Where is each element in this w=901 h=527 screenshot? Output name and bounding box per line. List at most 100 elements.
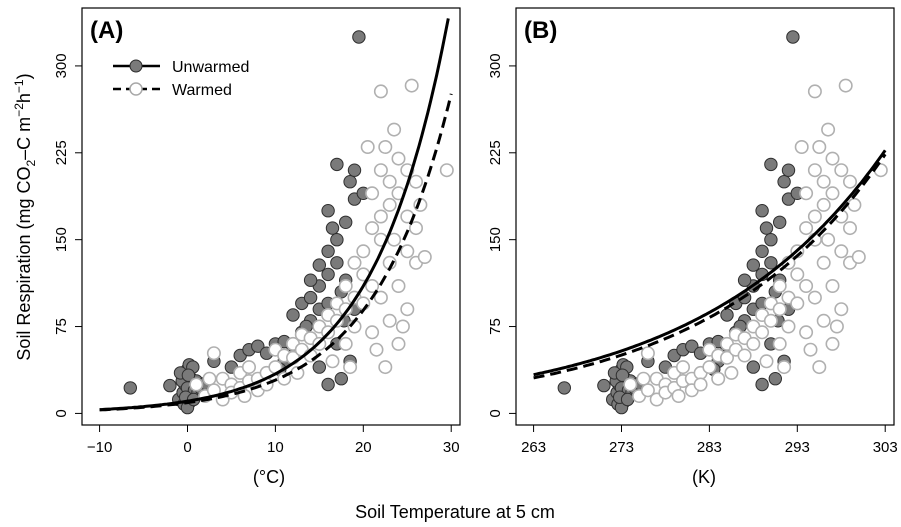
y-tick-label: 300 [53, 53, 70, 78]
data-point-unwarmed [615, 368, 630, 382]
data-point-warmed [391, 151, 406, 166]
data-point-warmed [790, 267, 805, 282]
y-tick-label: 75 [487, 318, 504, 335]
data-point-unwarmed [303, 290, 318, 305]
data-point-warmed [799, 221, 814, 236]
data-point-unwarmed [737, 273, 752, 287]
panel-a-label: (A) [90, 17, 123, 44]
data-point-unwarmed [330, 233, 344, 247]
y-tick-label: 0 [53, 409, 70, 417]
data-point-warmed [382, 313, 397, 328]
data-point-warmed [737, 348, 752, 363]
data-point-warmed [365, 221, 380, 236]
x-tick-label: 283 [697, 439, 722, 456]
data-point-warmed [623, 377, 638, 392]
data-point-unwarmed [764, 157, 778, 172]
data-point-warmed [719, 350, 734, 365]
data-point-warmed [356, 244, 371, 259]
fit-curve-unwarmed [533, 149, 887, 377]
data-point-warmed [636, 371, 651, 386]
data-point-warmed [338, 336, 353, 351]
data-point-warmed [834, 163, 849, 178]
data-point-warmed [772, 336, 787, 351]
panel-a-plot-area [99, 18, 454, 415]
x-tick-label: 273 [609, 439, 634, 456]
data-point-unwarmed [755, 244, 769, 259]
data-point-unwarmed [163, 378, 177, 393]
fit-curve-warmed [99, 93, 453, 412]
data-point-unwarmed [330, 157, 344, 172]
data-point-warmed [812, 360, 827, 375]
data-point-unwarmed [746, 258, 760, 272]
data-point-warmed [373, 163, 388, 178]
data-point-unwarmed [181, 368, 196, 382]
data-point-unwarmed [321, 267, 335, 282]
x-tick-label: 263 [521, 439, 546, 456]
x-tick-label: 10 [267, 439, 284, 456]
data-point-warmed [400, 302, 415, 317]
data-point-unwarmed [321, 244, 335, 259]
x-tick-label: 0 [183, 439, 191, 456]
data-point-unwarmed [347, 163, 362, 177]
data-point-unwarmed [334, 372, 348, 386]
y-tick-label: 150 [53, 227, 70, 252]
data-point-warmed [834, 302, 849, 317]
data-point-unwarmed [685, 339, 699, 353]
panel-b-axes: 263 273 283 293 303 0 75 150 225 300 [487, 53, 898, 456]
data-point-warmed [382, 197, 397, 212]
data-point-warmed [816, 174, 831, 189]
data-point-unwarmed [768, 372, 782, 386]
data-point-unwarmed [755, 377, 769, 392]
data-point-unwarmed [321, 204, 335, 218]
data-point-warmed [821, 122, 836, 137]
data-point-unwarmed [251, 339, 265, 353]
data-point-warmed [369, 342, 384, 357]
data-point-unwarmed [773, 215, 787, 230]
data-point-warmed [790, 296, 805, 311]
data-point-warmed [772, 278, 787, 293]
y-tick-label: 225 [487, 140, 504, 165]
legend-unwarmed-marker [129, 59, 143, 73]
data-point-warmed [799, 278, 814, 293]
y-tick-label: 75 [53, 318, 70, 335]
panel-b-x-unit: (K) [692, 467, 716, 487]
data-point-unwarmed [303, 273, 318, 287]
data-point-warmed [693, 377, 708, 392]
x-tick-label: 293 [785, 439, 810, 456]
data-point-warmed [382, 174, 397, 189]
data-point-warmed [360, 140, 375, 155]
data-point-unwarmed [720, 308, 734, 322]
data-point-unwarmed [755, 204, 769, 218]
data-point-warmed [417, 250, 432, 265]
data-point-unwarmed [786, 30, 800, 44]
data-point-warmed [794, 140, 809, 155]
data-point-warmed [825, 336, 840, 351]
data-point-warmed [807, 290, 822, 305]
data-point-unwarmed [312, 258, 326, 272]
data-point-warmed [365, 325, 380, 340]
y-axis-title: Soil Respiration (mg CO2–C m−2h−1) [12, 73, 38, 360]
data-point-warmed [202, 371, 217, 386]
data-point-warmed [799, 186, 814, 201]
data-point-warmed [821, 232, 836, 247]
x-tick-label: 20 [355, 439, 372, 456]
fit-curve-warmed [533, 153, 887, 380]
data-point-warmed [829, 319, 844, 334]
panel-b: 263 273 283 293 303 0 75 150 225 300 (B) (K) [487, 7, 898, 487]
data-point-warmed [242, 360, 257, 375]
data-point-unwarmed [330, 256, 344, 270]
legend-unwarmed-label: Unwarmed [172, 59, 249, 76]
x-tick-label: −10 [87, 439, 112, 456]
data-point-warmed [816, 255, 831, 270]
data-point-unwarmed [312, 360, 326, 374]
legend-warmed-label: Warmed [172, 82, 232, 99]
panel-a-frame [81, 7, 461, 426]
data-point-unwarmed [321, 377, 335, 392]
data-point-warmed [834, 244, 849, 259]
data-point-warmed [816, 313, 831, 328]
data-point-warmed [404, 78, 419, 93]
data-point-warmed [816, 197, 831, 212]
data-point-warmed [772, 302, 787, 317]
data-point-warmed [724, 365, 739, 380]
